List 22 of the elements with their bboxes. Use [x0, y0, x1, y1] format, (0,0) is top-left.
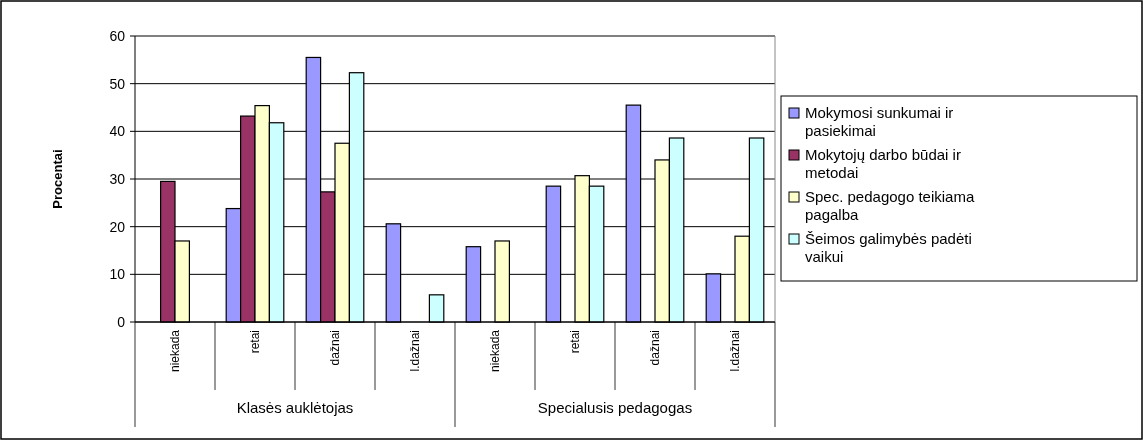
legend-label: Spec. pedagogo teikiama pagalba — [805, 188, 975, 223]
x-tick-label: dažnai — [648, 330, 663, 366]
y-axis-title: Procentai — [50, 149, 65, 209]
x-tick-label: dažnai — [328, 330, 343, 366]
y-tick-label: 10 — [109, 266, 126, 283]
x-tick-label: l.dažnai — [728, 330, 743, 372]
y-tick-label: 0 — [117, 313, 126, 330]
y-tick-label: 50 — [109, 75, 126, 92]
legend-label: Mokytojų darbo būdai ir metodai — [805, 146, 961, 181]
legend-label: Šeimos galimybės padėti vaikui — [805, 230, 972, 265]
y-tick-label: 40 — [109, 123, 126, 140]
text: Klasės auklėtojas — [236, 399, 354, 416]
x-tick-label: retai — [568, 330, 583, 354]
x-tick-label: l.dažnai — [408, 330, 423, 372]
y-tick-label: 60 — [109, 27, 126, 44]
x-tick-label: retai — [248, 330, 263, 354]
y-tick-label: 20 — [109, 218, 126, 235]
x-tick-label: niekada — [488, 329, 503, 373]
y-tick-label: 30 — [109, 170, 126, 187]
text: Specialusis pedagogas — [537, 399, 693, 416]
legend-label: Mokymosi sunkumai ir pasiekimai — [805, 104, 954, 139]
x-tick-label: niekada — [168, 329, 183, 373]
